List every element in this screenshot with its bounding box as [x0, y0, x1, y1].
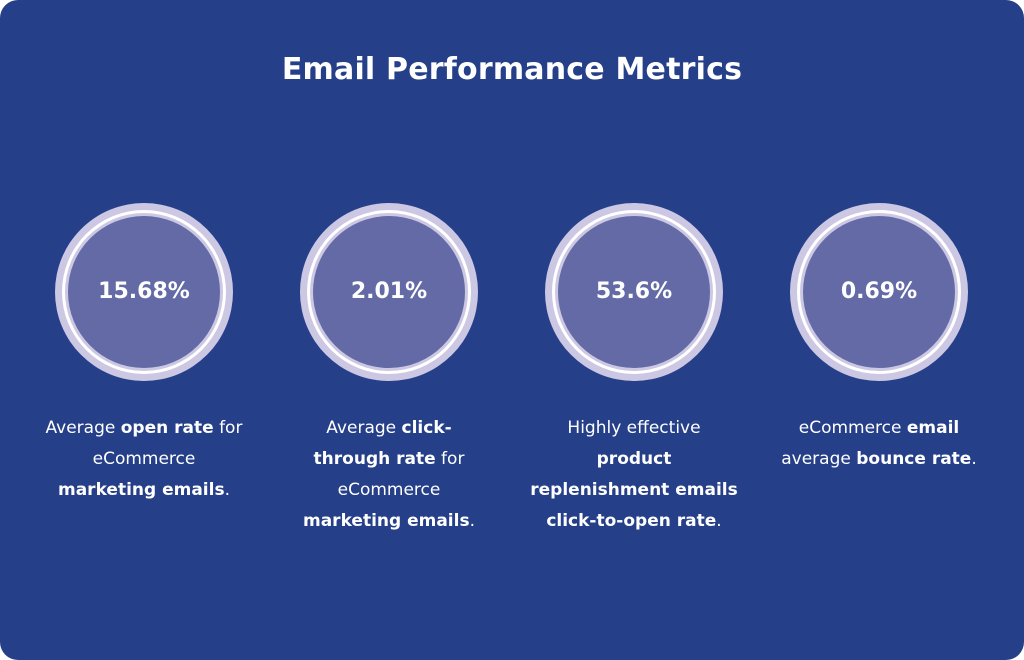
metric-ring: 53.6%: [545, 203, 723, 381]
description-emphasis: through rate: [313, 449, 436, 469]
description-line: Average open rate for: [34, 413, 254, 444]
description-line: click-to-open rate.: [524, 506, 744, 537]
description-line: eCommerce email: [769, 413, 989, 444]
description-emphasis: email: [906, 418, 960, 438]
description-emphasis: click-to-open rate: [546, 511, 717, 531]
description-line: average bounce rate.: [769, 444, 989, 475]
description-emphasis: marketing emails: [303, 511, 470, 531]
metric-description: eCommerce email average bounce rate.: [769, 413, 989, 475]
description-line: Average click-: [279, 413, 499, 444]
description-line: product: [524, 444, 744, 475]
description-line: replenishment emails: [524, 475, 744, 506]
description-line: marketing emails.: [34, 475, 254, 506]
metric-value: 2.01%: [350, 279, 428, 304]
metric-description: Average open rate for eCommerce marketing …: [34, 413, 254, 506]
description-text: for: [435, 449, 465, 469]
description-text: eCommerce: [92, 449, 196, 469]
metric-value: 53.6%: [595, 279, 673, 304]
metric-value: 15.68%: [98, 279, 190, 304]
description-line: eCommerce: [34, 444, 254, 475]
description-emphasis: click-: [401, 418, 452, 438]
metric-description: Average click-through rate for eCommerce m…: [279, 413, 499, 537]
metric-description: Highly effective product replenishment ema…: [524, 413, 744, 537]
metric-value: 0.69%: [840, 279, 918, 304]
description-text: .: [716, 511, 722, 531]
metric-ring: 15.68%: [55, 203, 233, 381]
description-text: eCommerce: [337, 480, 441, 500]
page-title: Email Performance Metrics: [281, 52, 743, 87]
description-text: Average: [326, 418, 402, 438]
description-line: eCommerce: [279, 475, 499, 506]
description-text: .: [971, 449, 977, 469]
description-text: Highly effective: [567, 418, 701, 438]
description-text: .: [224, 480, 230, 500]
description-line: through rate for: [279, 444, 499, 475]
description-emphasis: replenishment emails: [530, 480, 738, 500]
description-line: marketing emails.: [279, 506, 499, 537]
description-text: average: [781, 449, 857, 469]
metric-ring: 0.69%: [790, 203, 968, 381]
metric-ring: 2.01%: [300, 203, 478, 381]
description-text: for: [213, 418, 243, 438]
description-emphasis: product: [596, 449, 672, 469]
description-text: eCommerce: [798, 418, 907, 438]
description-emphasis: marketing emails: [58, 480, 225, 500]
description-text: Average: [45, 418, 121, 438]
description-text: .: [469, 511, 475, 531]
description-emphasis: open rate: [120, 418, 214, 438]
description-line: Highly effective: [524, 413, 744, 444]
description-emphasis: bounce rate: [856, 449, 972, 469]
